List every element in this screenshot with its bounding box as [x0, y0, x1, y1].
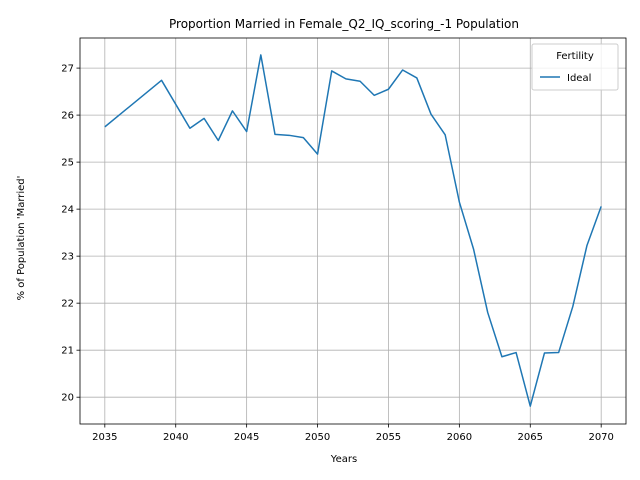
- series-line-ideal: [104, 54, 602, 407]
- y-tick-label: 24: [61, 205, 74, 216]
- legend-box: [531, 43, 619, 91]
- chart-title: Proportion Married in Female_Q2_IQ_scori…: [169, 17, 519, 31]
- series-lines: [104, 54, 602, 407]
- x-axis-ticks: 2035 2040 2045 2050 2055 2060 2065 2070: [92, 424, 614, 443]
- legend: Fertility Ideal: [531, 43, 619, 91]
- x-tick-label: 2070: [588, 432, 613, 443]
- x-tick-label: 2050: [305, 432, 330, 443]
- legend-label-ideal: Ideal: [567, 73, 591, 84]
- x-tick-label: 2060: [447, 432, 472, 443]
- y-axis-ticks: 20 21 22 23 24 25 26 27: [61, 64, 80, 404]
- y-tick-label: 25: [61, 158, 74, 169]
- y-tick-label: 26: [61, 111, 74, 122]
- y-tick-label: 23: [61, 252, 74, 263]
- x-tick-label: 2055: [376, 432, 401, 443]
- x-tick-label: 2035: [92, 432, 117, 443]
- y-tick-label: 20: [61, 393, 74, 404]
- y-tick-label: 22: [61, 299, 74, 310]
- legend-title: Fertility: [556, 51, 594, 62]
- y-axis-title: % of Population 'Married': [16, 176, 27, 301]
- plot-area-frame: [79, 37, 627, 425]
- y-tick-label: 27: [61, 64, 74, 75]
- x-axis-title: Years: [330, 454, 357, 465]
- grid-lines: [80, 38, 626, 424]
- x-tick-label: 2040: [163, 432, 188, 443]
- x-tick-label: 2065: [518, 432, 543, 443]
- y-tick-label: 21: [61, 346, 74, 357]
- x-tick-label: 2045: [234, 432, 259, 443]
